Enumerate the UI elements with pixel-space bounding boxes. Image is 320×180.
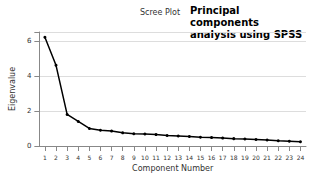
svg-text:Eigenvalue: Eigenvalue xyxy=(8,67,17,111)
svg-text:19: 19 xyxy=(241,154,249,161)
svg-text:23: 23 xyxy=(286,154,294,161)
svg-text:Component Number: Component Number xyxy=(132,164,214,173)
svg-text:0: 0 xyxy=(27,142,31,150)
svg-text:Principal: Principal xyxy=(190,5,243,16)
svg-text:6: 6 xyxy=(27,37,32,45)
svg-text:7: 7 xyxy=(110,154,114,161)
svg-text:3: 3 xyxy=(65,154,69,161)
svg-text:18: 18 xyxy=(230,154,238,161)
svg-text:24: 24 xyxy=(297,154,305,161)
svg-text:4: 4 xyxy=(76,154,80,161)
svg-text:2: 2 xyxy=(54,154,58,161)
svg-text:13: 13 xyxy=(174,154,182,161)
svg-text:analysis using SPSS: analysis using SPSS xyxy=(190,29,302,40)
svg-text:17: 17 xyxy=(219,154,227,161)
svg-text:8: 8 xyxy=(121,154,125,161)
svg-text:22: 22 xyxy=(274,154,282,161)
svg-text:20: 20 xyxy=(252,154,260,161)
svg-text:2: 2 xyxy=(27,107,31,115)
svg-text:9: 9 xyxy=(132,154,136,161)
svg-text:11: 11 xyxy=(152,154,160,161)
svg-text:4: 4 xyxy=(27,72,32,80)
svg-text:10: 10 xyxy=(141,154,149,161)
svg-text:15: 15 xyxy=(197,154,205,161)
svg-text:6: 6 xyxy=(99,154,103,161)
svg-text:14: 14 xyxy=(186,154,194,161)
svg-text:components: components xyxy=(190,17,262,28)
svg-text:21: 21 xyxy=(263,154,271,161)
svg-text:1: 1 xyxy=(43,154,47,161)
svg-text:16: 16 xyxy=(208,154,216,161)
svg-text:Scree Plot: Scree Plot xyxy=(140,8,180,17)
svg-text:5: 5 xyxy=(87,154,91,161)
svg-text:12: 12 xyxy=(163,154,171,161)
